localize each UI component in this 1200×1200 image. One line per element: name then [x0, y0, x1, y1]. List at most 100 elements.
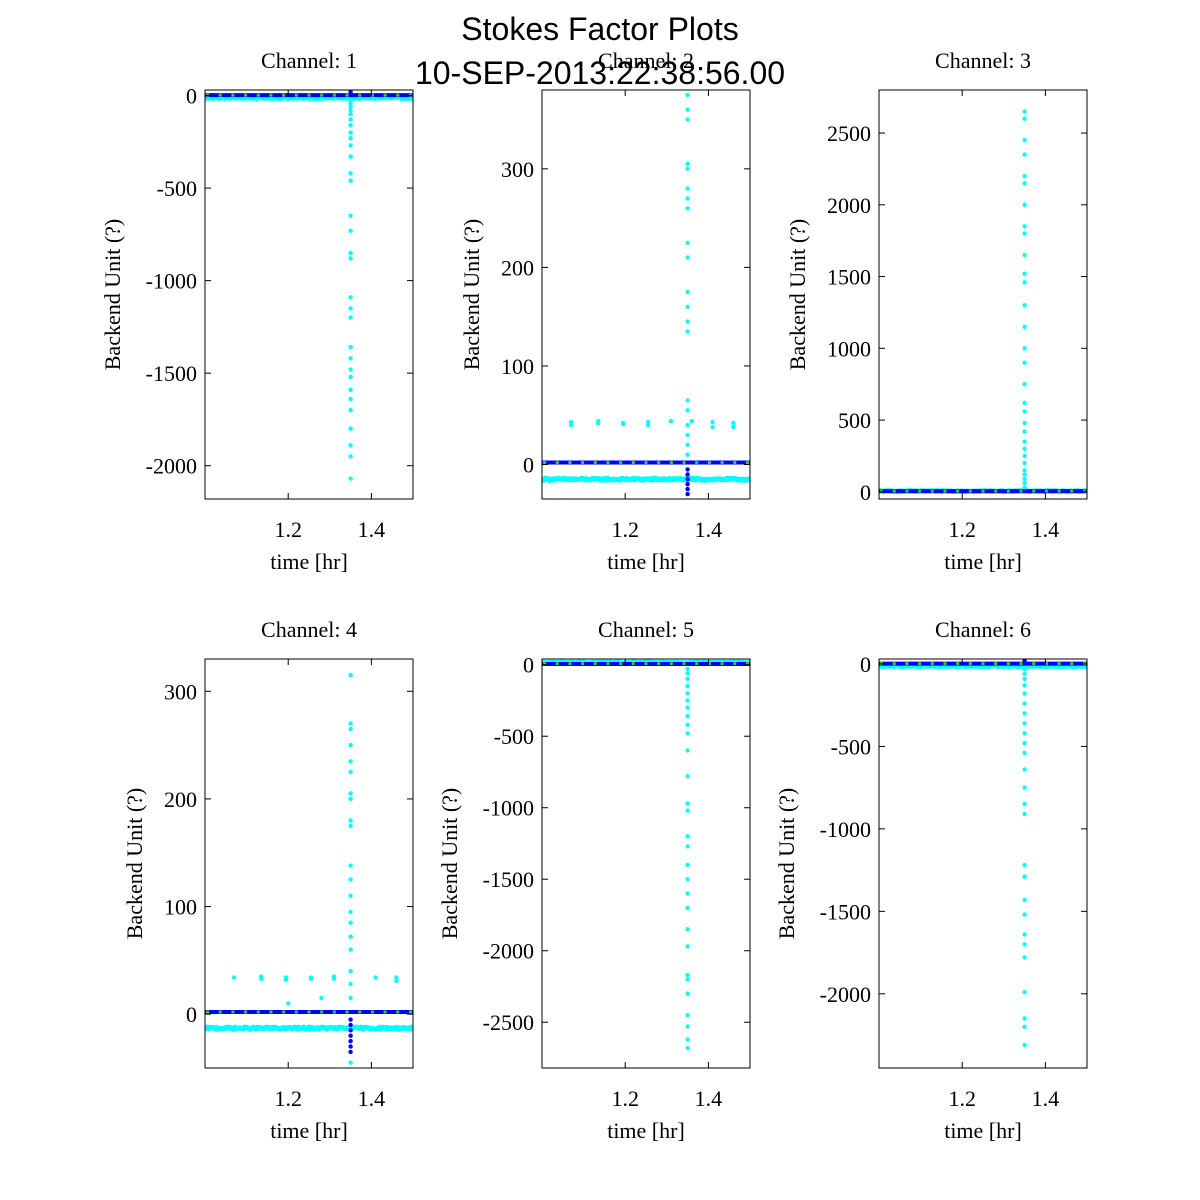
green-marker	[619, 461, 623, 465]
cyan-spike-point	[685, 1045, 690, 1051]
plot-title: Channel: 1	[261, 48, 357, 73]
cyan-spike-point	[348, 154, 353, 159]
y-tick-label: -2000	[820, 982, 871, 1007]
green-marker	[981, 662, 985, 666]
green-marker	[307, 1010, 311, 1014]
x-axis-label: time [hr]	[944, 549, 1022, 574]
channel-plot-4: 1.2 1.4 0 100 200 300 Channel: 4 time [hr] Backe…	[122, 617, 414, 1143]
cyan-spike-point	[348, 823, 353, 828]
cyan-spike-point	[685, 432, 690, 438]
green-marker	[994, 662, 998, 666]
cyan-spike-point	[685, 722, 690, 727]
cyan-point	[394, 978, 399, 983]
green-marker	[682, 662, 686, 666]
y-tick-label: -2000	[146, 454, 197, 479]
figure-subtitle: 10-SEP-2013:22:38:56.00	[414, 55, 786, 91]
cyan-spike-point	[1022, 955, 1027, 960]
cyan-spike-point	[1022, 439, 1027, 444]
green-marker	[745, 461, 749, 465]
cyan-spike-point	[685, 714, 690, 719]
cyan-spike-point	[1022, 202, 1027, 207]
cyan-spike-point	[1022, 231, 1027, 236]
green-marker	[320, 1010, 324, 1014]
x-tick-label: 1.2	[274, 517, 302, 542]
cyan-spike-point	[685, 107, 690, 112]
cyan-spike-point	[1022, 429, 1027, 434]
cyan-spike-point	[348, 123, 353, 128]
cyan-point	[668, 418, 674, 424]
y-tick-label: 0	[523, 453, 534, 478]
green-marker	[231, 1010, 235, 1014]
cyan-point	[411, 1026, 413, 1031]
cyan-point	[259, 976, 264, 981]
cyan-spike-point	[1022, 897, 1027, 902]
y-tick-label: 300	[501, 157, 534, 182]
cyan-spike-point	[348, 228, 353, 233]
cyan-spike-point	[685, 304, 690, 309]
cyan-spike-point	[1022, 476, 1027, 482]
green-marker	[968, 662, 972, 666]
green-marker	[396, 1010, 400, 1014]
cyan-spike-point	[348, 367, 353, 372]
cyan-point	[231, 975, 237, 980]
cyan-spike-point	[348, 135, 353, 141]
cyan-spike-point	[348, 893, 353, 898]
y-tick-label: 1000	[827, 336, 871, 361]
green-marker	[370, 93, 374, 97]
green-marker	[581, 662, 585, 666]
blue-spike-point	[348, 1033, 353, 1038]
cyan-spike-point	[348, 443, 353, 448]
green-marker	[543, 461, 547, 465]
channel-plot-1: 1.2 1.4 -2000 -1500 -1000 -500 0 Channel: 1 time…	[100, 48, 414, 574]
green-marker	[568, 662, 572, 666]
blue-spike-point	[685, 482, 690, 487]
x-axis-label: time [hr]	[270, 549, 348, 574]
cyan-spike-point	[1022, 453, 1027, 459]
cyan-spike-point	[1022, 801, 1027, 807]
green-marker	[606, 461, 610, 465]
x-axis-label: time [hr]	[944, 1118, 1022, 1143]
cyan-spike-point	[348, 178, 353, 183]
cyan-spike-point	[1022, 116, 1027, 121]
cyan-point	[308, 976, 314, 981]
cyan-spike-point	[685, 676, 690, 682]
blue-spike-point	[685, 486, 690, 492]
green-marker	[396, 93, 400, 97]
green-marker	[593, 461, 597, 465]
x-axis-label: time [hr]	[607, 1118, 685, 1143]
cyan-spike-point	[348, 315, 353, 320]
y-tick-label: 0	[523, 653, 534, 678]
green-marker	[218, 1010, 222, 1014]
cyan-spike-point	[1022, 181, 1027, 186]
plot-area	[542, 92, 750, 497]
x-tick-label: 1.4	[1032, 1086, 1060, 1111]
cyan-spike-point	[348, 877, 353, 882]
y-tick-label: -1000	[146, 269, 197, 294]
x-tick-label: 1.2	[274, 1086, 302, 1111]
green-marker	[892, 489, 896, 493]
green-marker	[543, 662, 547, 666]
green-marker	[269, 1010, 273, 1014]
cyan-spike-point	[1022, 1042, 1027, 1048]
cyan-spike-point	[685, 1024, 690, 1029]
green-marker	[1057, 489, 1061, 493]
cyan-spike-point	[1022, 683, 1027, 688]
cyan-point	[568, 422, 574, 428]
y-tick-label: 2000	[827, 193, 871, 218]
cyan-spike-point	[348, 426, 353, 431]
cyan-spike-point	[348, 345, 353, 350]
cyan-point	[331, 976, 337, 981]
cyan-point	[710, 424, 715, 430]
green-marker	[981, 489, 985, 493]
cyan-spike-point	[685, 834, 690, 839]
green-marker	[332, 1010, 336, 1014]
blue-spike-point	[348, 1017, 353, 1022]
green-marker	[968, 489, 972, 493]
cyan-spike-point	[685, 186, 690, 191]
cyan-spike-point	[685, 422, 690, 428]
y-tick-label: 500	[838, 408, 871, 433]
cyan-spike-point	[685, 452, 690, 457]
x-tick-label: 1.2	[948, 517, 976, 542]
cyan-spike-point	[1022, 152, 1027, 157]
green-marker	[994, 489, 998, 493]
